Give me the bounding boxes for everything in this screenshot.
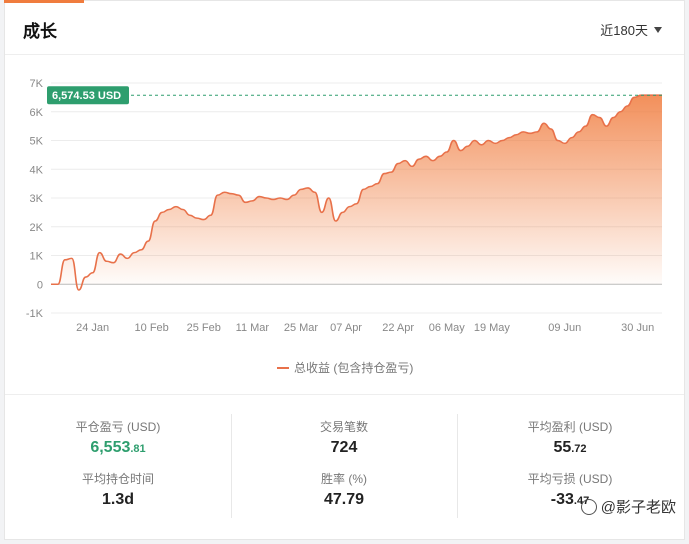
stat-label: 平仓盈亏 (USD) (75, 420, 161, 434)
current-value-label: 6,574.53 USD (52, 90, 121, 102)
stat-value: 55.72 (553, 439, 587, 456)
y-tick-label: 4K (30, 164, 44, 176)
time-range-dropdown[interactable]: 近180天 (600, 20, 662, 39)
stat-avg-hold-time: 平均持仓时间 1.3d (5, 470, 231, 509)
x-tick-label: 07 Apr (330, 322, 362, 334)
series-area (51, 95, 662, 290)
x-tick-label: 06 May (429, 322, 466, 334)
card-header: 成长 近180天 (5, 1, 684, 55)
y-tick-label: 0 (37, 279, 43, 291)
stat-value: 1.3d (101, 491, 134, 508)
y-tick-label: 7K (30, 78, 44, 90)
x-tick-label: 09 Jun (548, 322, 581, 334)
y-tick-label: 1K (30, 251, 44, 263)
y-tick-label: 6K (30, 107, 44, 119)
watermark-text: @影子老欧 (600, 499, 676, 516)
y-tick-label: 5K (30, 136, 44, 148)
series-line (51, 94, 662, 291)
stat-label: 平均亏损 (USD) (527, 472, 613, 486)
stats-panel: 平仓盈亏 (USD) 6,553.81 平均持仓时间 1.3d 交易笔数 724… (5, 396, 684, 541)
x-tick-label: 19 May (474, 322, 511, 334)
stat-value: 47.79 (323, 491, 365, 508)
time-range-label: 近180天 (600, 23, 648, 38)
current-value-badge (47, 86, 129, 105)
divider (457, 414, 458, 518)
stat-label: 交易笔数 (319, 420, 368, 434)
x-tick-label: 25 Mar (284, 322, 319, 334)
active-tab-indicator (4, 0, 84, 3)
stat-closed-pnl: 平仓盈亏 (USD) 6,553.81 (5, 418, 231, 457)
x-tick-label: 11 Mar (236, 322, 270, 334)
growth-card: 成长 近180天 -1K 0 1K 2K 3K 4K 5K 6K 7K 24 Jan 10 Feb… (4, 0, 685, 540)
growth-chart: -1K 0 1K 2K 3K 4K 5K 6K 7K 24 Jan 10 Feb 25 Feb 11 … (26, 78, 662, 375)
stat-value: 724 (330, 439, 358, 456)
y-tick-label: 3K (30, 193, 44, 205)
x-tick-label: 24 Jan (76, 322, 109, 334)
chart-area: -1K 0 1K 2K 3K 4K 5K 6K 7K 24 Jan 10 Feb 25 Feb 11 … (5, 55, 684, 395)
stat-win-rate: 胜率 (%) 47.79 (231, 470, 457, 509)
stats-column-3: 平均盈利 (USD) 55.72 平均亏损 (USD) -33.47 (457, 396, 683, 541)
y-tick-label: -1K (26, 308, 44, 320)
x-tick-label: 25 Feb (187, 322, 221, 334)
stat-avg-profit: 平均盈利 (USD) 55.72 (457, 418, 683, 457)
stat-label: 胜率 (%) (321, 472, 367, 486)
x-tick-label: 22 Apr (382, 322, 414, 334)
stat-label: 平均持仓时间 (81, 472, 154, 486)
stats-column-2: 交易笔数 724 胜率 (%) 47.79 (231, 396, 457, 541)
legend[interactable]: 总收益 (包含持仓盈亏) (277, 360, 413, 375)
stat-value: 6,553.81 (90, 439, 146, 456)
x-tick-label: 10 Feb (135, 322, 169, 334)
stat-label: 平均盈利 (USD) (527, 420, 613, 434)
caret-down-icon (654, 26, 662, 33)
legend-entry: 总收益 (包含持仓盈亏) (294, 360, 413, 375)
stats-column-1: 平仓盈亏 (USD) 6,553.81 平均持仓时间 1.3d (5, 396, 231, 541)
x-tick-label: 30 Jun (621, 322, 654, 334)
watermark: @影子老欧 (580, 496, 676, 517)
page-title: 成长 (23, 22, 57, 41)
stat-trade-count: 交易笔数 724 (231, 418, 457, 457)
y-tick-label: 2K (30, 222, 44, 234)
divider (231, 414, 232, 518)
weibo-icon (580, 498, 597, 515)
